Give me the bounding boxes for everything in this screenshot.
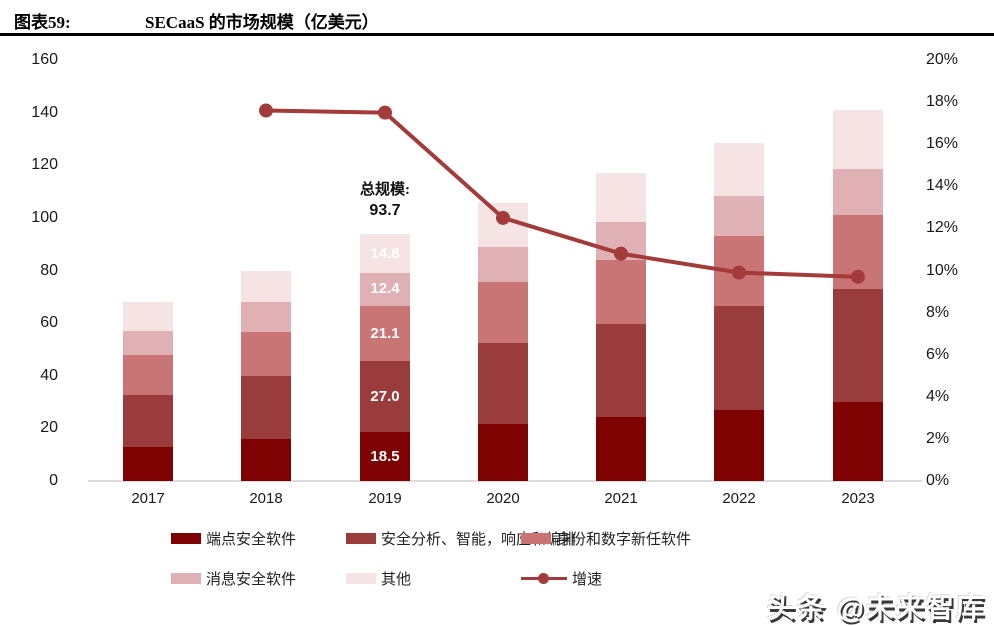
bar-segment-2022 xyxy=(714,409,764,481)
bar-segment-2017 xyxy=(123,395,173,447)
bar-segment-2022 xyxy=(714,306,764,410)
y2-axis-tick-label: 16% xyxy=(926,135,959,153)
x-axis-tick-label: 2021 xyxy=(604,490,638,507)
bar-segment-2021 xyxy=(596,324,646,417)
legend-item-series-4: 其他 xyxy=(346,568,411,588)
y2-axis-tick-label: 14% xyxy=(926,177,959,195)
y-axis-tick-label: 160 xyxy=(31,51,58,68)
y2-axis-tick-label: 12% xyxy=(926,219,959,237)
y-axis-tick-label: 20 xyxy=(40,419,58,437)
x-axis-tick-label: 2018 xyxy=(249,490,283,507)
legend-label: 其他 xyxy=(381,571,412,588)
y-axis-tick-label: 100 xyxy=(31,208,58,226)
legend-label: 消息安全软件 xyxy=(206,571,297,588)
bar-segment-2020 xyxy=(478,424,528,481)
y-axis-tick-label: 0 xyxy=(49,472,58,489)
title-divider xyxy=(0,33,994,36)
y2-axis-tick-label: 8% xyxy=(926,303,950,321)
bar-segment-2018 xyxy=(241,375,291,439)
legend-label: 增速 xyxy=(572,571,603,588)
legend-swatch-icon xyxy=(346,572,376,584)
bar-segment-2018 xyxy=(241,438,291,481)
bar-segment-2021 xyxy=(596,416,646,481)
bar-segment-2019 xyxy=(360,432,410,481)
bar-segment-2017 xyxy=(123,302,173,331)
y-axis-tick-label: 120 xyxy=(31,156,58,174)
legend-swatch-icon xyxy=(521,532,551,544)
bar-segment-2020 xyxy=(478,342,528,425)
watermark: 头条 @未来智库 xyxy=(766,592,986,623)
legend-item-series-0: 端点安全软件 xyxy=(171,528,296,548)
y-axis-tick-label: 80 xyxy=(40,261,58,279)
bar-value-label: 12.4 xyxy=(370,280,400,298)
legend-label: 端点安全软件 xyxy=(206,531,297,548)
x-axis-tick-label: 2023 xyxy=(841,490,875,507)
y2-axis-tick-label: 0% xyxy=(926,472,950,489)
legend-label: 身份和数字新任软件 xyxy=(556,531,692,548)
figure-number: 图表59: xyxy=(14,13,71,32)
bar-value-label: 21.1 xyxy=(370,324,400,342)
plot-area: 0 20 40 60 80 100 120 140 160 0% 2% 4% 6% 8% 10% 12% 14%… xyxy=(0,36,994,526)
legend-swatch-icon xyxy=(171,572,201,584)
bar-segment-2017 xyxy=(123,446,173,481)
y2-axis-tick-label: 10% xyxy=(926,261,959,279)
legend-line-marker-icon xyxy=(521,572,567,584)
bar-segment-2017 xyxy=(123,354,173,396)
y-axis-tick-label: 40 xyxy=(40,366,58,384)
x-axis-tick-label: 2020 xyxy=(486,490,520,507)
chart-title: SECaaS 的市场规模（亿美元） xyxy=(145,13,379,32)
x-axis-tick-label: 2017 xyxy=(131,490,165,507)
y2-axis-tick-label: 18% xyxy=(926,93,959,111)
legend-swatch-icon xyxy=(171,532,201,544)
bar-value-label: 18.5 xyxy=(370,447,400,465)
y2-axis-tick-label: 2% xyxy=(926,429,950,447)
x-axis-tick-label: 2022 xyxy=(722,490,756,507)
bar-segment-2019 xyxy=(360,305,410,362)
bar-segment-2018 xyxy=(241,302,291,333)
bar-segment-2023 xyxy=(833,288,883,403)
legend-item-series-3: 消息安全软件 xyxy=(171,568,296,588)
y2-axis-tick-label: 4% xyxy=(926,387,950,405)
y-axis-tick-label: 140 xyxy=(31,103,58,121)
bar-segment-2018 xyxy=(241,332,291,376)
bar-segment-2023 xyxy=(833,402,883,481)
x-axis-tick-label: 2019 xyxy=(368,490,402,507)
y-axis-tick-label: 60 xyxy=(40,314,58,332)
legend-swatch-icon xyxy=(346,532,376,544)
x-axis-line xyxy=(88,480,922,482)
y2-axis-tick-label: 6% xyxy=(926,345,950,363)
bar-value-label: 27.0 xyxy=(370,387,400,405)
bar-segment-2017 xyxy=(123,331,173,355)
bar-segment-2020 xyxy=(478,282,528,343)
legend-item-growth: 增速 xyxy=(521,568,602,588)
y2-axis-tick-label: 20% xyxy=(926,51,959,68)
bar-segment-2019 xyxy=(360,361,410,433)
legend-item-series-2: 身份和数字新任软件 xyxy=(521,528,691,548)
